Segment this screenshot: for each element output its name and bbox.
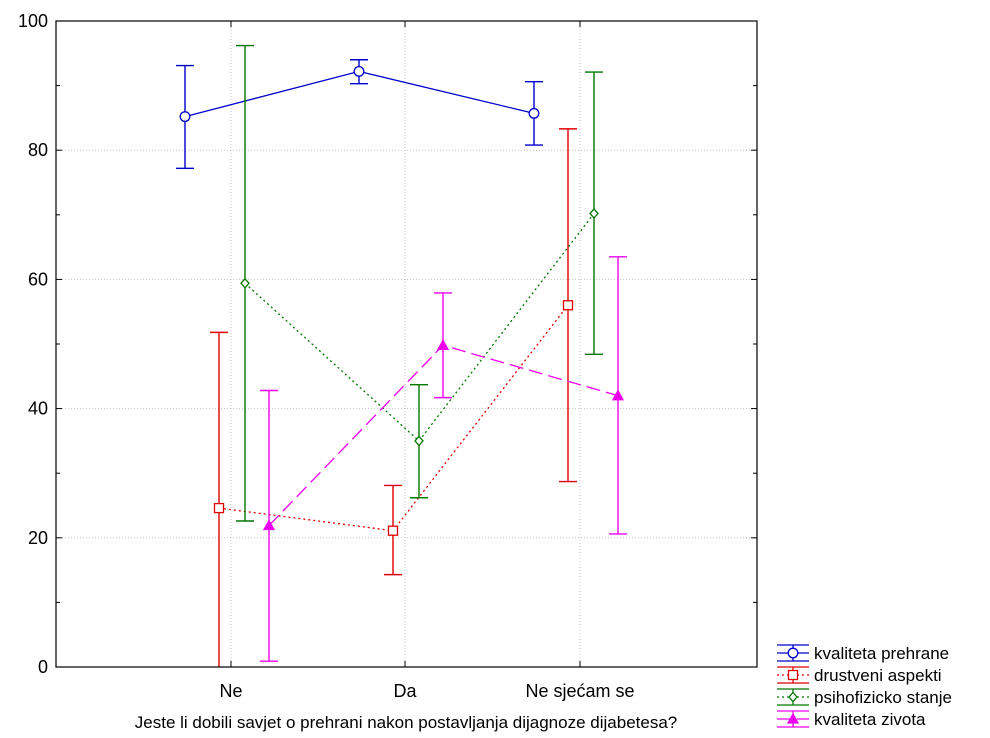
legend-item: kvaliteta prehrane	[777, 644, 949, 663]
legend-label: kvaliteta zivota	[814, 710, 926, 729]
legend-item: kvaliteta zivota	[777, 710, 926, 729]
x-axis: Ne Da Ne sjećam se	[219, 21, 635, 701]
y-tick-label: 20	[28, 528, 48, 548]
series-2	[236, 44, 603, 522]
legend-marker	[787, 669, 799, 681]
y-tick-label: 0	[38, 657, 48, 677]
data-point	[436, 338, 450, 350]
data-point	[213, 502, 225, 514]
series-layer	[176, 44, 627, 667]
x-tick-label: Ne	[219, 681, 242, 701]
legend-item: drustveni aspekti	[777, 666, 942, 685]
legend-label: drustveni aspekti	[814, 666, 942, 685]
series-0	[176, 59, 543, 169]
data-point	[262, 519, 276, 531]
data-point	[611, 389, 625, 401]
x-tick-label: Da	[393, 681, 417, 701]
data-point	[528, 107, 540, 119]
series-3	[260, 256, 627, 662]
legend-marker	[786, 712, 800, 724]
series-line	[244, 213, 595, 442]
data-point	[589, 208, 599, 219]
data-point	[179, 111, 191, 123]
x-axis-title: Jeste li dobili savjet o prehrani nakon …	[135, 713, 677, 732]
data-point	[353, 65, 365, 77]
legend-label: kvaliteta prehrane	[814, 644, 949, 663]
data-point	[414, 435, 424, 447]
legend-label: psihofizicko stanje	[814, 688, 952, 707]
y-axis: 0 20 40 60 80 100	[18, 11, 757, 677]
legend: kvaliteta prehrane drustveni aspekti psiho…	[777, 644, 952, 729]
y-tick-label: 40	[28, 399, 48, 419]
legend-marker	[787, 647, 799, 659]
grid	[56, 21, 757, 667]
y-tick-label: 80	[28, 140, 48, 160]
data-point	[387, 525, 399, 536]
data-point	[240, 277, 250, 289]
data-point	[562, 300, 574, 311]
series-1	[210, 128, 577, 667]
legend-marker	[788, 691, 798, 703]
plot-frame	[55, 20, 758, 668]
x-tick-label: Ne sjećam se	[525, 681, 634, 701]
y-tick-label: 100	[18, 11, 48, 31]
legend-item: psihofizicko stanje	[777, 688, 952, 707]
y-tick-label: 60	[28, 269, 48, 289]
